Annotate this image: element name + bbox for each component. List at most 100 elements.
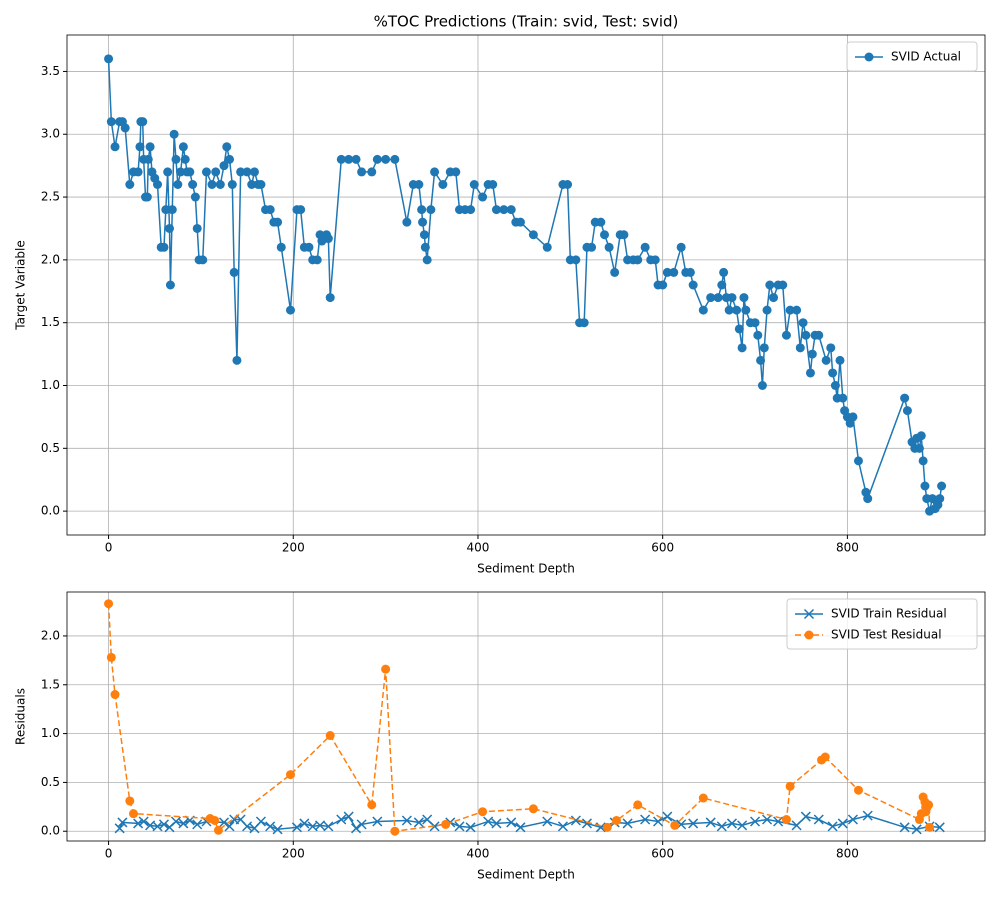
- x-marker: [242, 821, 253, 832]
- point: [344, 154, 354, 164]
- point: [830, 381, 840, 391]
- point: [488, 179, 498, 189]
- x-marker: [862, 810, 873, 821]
- point: [225, 154, 235, 164]
- point: [110, 142, 120, 152]
- x-marker: [847, 814, 858, 825]
- point: [104, 54, 114, 64]
- point: [106, 117, 116, 127]
- point: [925, 822, 935, 832]
- x-marker: [351, 823, 362, 834]
- point: [640, 242, 650, 252]
- point: [180, 154, 190, 164]
- point: [419, 230, 429, 240]
- x-tick-label: 200: [282, 541, 305, 555]
- point: [737, 343, 747, 353]
- point: [835, 355, 845, 365]
- point: [469, 179, 479, 189]
- point: [734, 324, 744, 334]
- x-marker: [688, 818, 699, 829]
- x-marker: [515, 822, 526, 833]
- point: [499, 205, 509, 215]
- point: [417, 205, 427, 215]
- point: [323, 234, 333, 244]
- x-marker: [429, 821, 440, 832]
- x-tick-label: 800: [836, 847, 859, 861]
- point: [902, 406, 912, 416]
- point: [713, 293, 723, 303]
- x-marker: [622, 818, 633, 829]
- point: [190, 192, 200, 202]
- axes-frame: [66, 34, 986, 536]
- y-tick-label: 3.5: [41, 64, 60, 78]
- x-marker: [218, 817, 230, 828]
- x-marker: [117, 817, 128, 828]
- x-marker: [791, 820, 802, 831]
- point: [900, 393, 910, 403]
- point: [106, 652, 116, 662]
- point: [676, 242, 686, 252]
- x-marker: [506, 817, 517, 828]
- point: [161, 205, 171, 215]
- x-marker: [291, 822, 302, 833]
- point: [853, 456, 863, 466]
- point: [207, 179, 217, 189]
- point: [741, 305, 751, 315]
- point: [587, 242, 597, 252]
- point: [633, 800, 643, 810]
- point: [853, 785, 863, 795]
- point: [820, 752, 830, 762]
- point: [176, 167, 186, 177]
- point: [211, 167, 221, 177]
- x-marker: [662, 811, 673, 822]
- x-marker: [152, 821, 163, 832]
- point: [478, 192, 488, 202]
- x-marker: [491, 818, 502, 829]
- point: [142, 192, 152, 202]
- point: [304, 242, 314, 252]
- point: [165, 223, 175, 233]
- point: [863, 494, 873, 504]
- point: [414, 179, 424, 189]
- series-line: [107, 58, 943, 512]
- point: [717, 280, 727, 290]
- x-marker: [323, 821, 334, 832]
- point: [669, 267, 679, 277]
- point: [571, 255, 581, 265]
- point: [750, 318, 760, 328]
- x-tick-label: 200: [282, 847, 305, 861]
- x-marker: [315, 820, 326, 831]
- point: [381, 154, 391, 164]
- point: [185, 167, 195, 177]
- point: [372, 154, 382, 164]
- y-axis-label: Target Variable: [14, 240, 28, 331]
- x-marker: [762, 814, 773, 825]
- point: [153, 179, 163, 189]
- point: [325, 731, 335, 741]
- x-marker: [570, 815, 581, 826]
- point: [426, 205, 436, 215]
- x-axis-label: Sediment Depth: [477, 562, 575, 576]
- x-marker: [343, 811, 354, 822]
- point: [619, 230, 629, 240]
- point: [466, 205, 476, 215]
- point: [312, 255, 322, 265]
- y-tick-label: 1.0: [41, 378, 60, 392]
- point: [420, 242, 430, 252]
- point: [798, 318, 808, 328]
- point: [133, 167, 143, 177]
- point: [422, 255, 432, 265]
- point: [706, 293, 716, 303]
- point: [765, 280, 775, 290]
- y-tick-label: 1.5: [41, 315, 60, 329]
- point: [528, 804, 538, 814]
- point: [600, 230, 610, 240]
- point: [610, 267, 620, 277]
- point: [232, 355, 242, 365]
- point: [120, 123, 130, 133]
- point: [247, 179, 257, 189]
- x-marker: [465, 822, 476, 833]
- point: [596, 217, 606, 227]
- x-axis-label: Sediment Depth: [477, 868, 575, 882]
